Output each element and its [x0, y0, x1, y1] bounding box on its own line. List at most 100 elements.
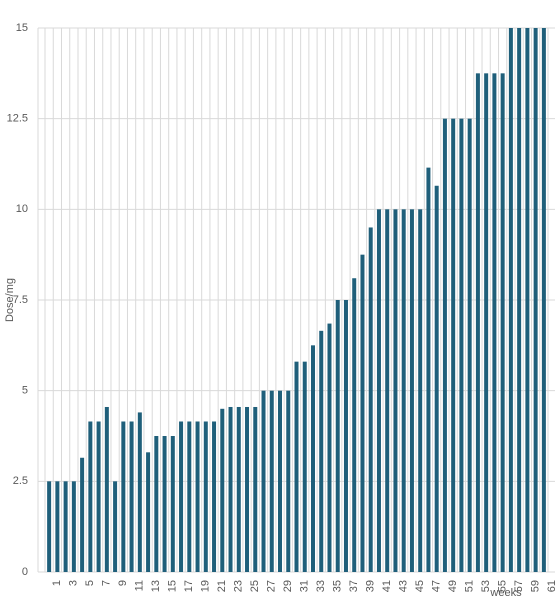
bar: [170, 436, 175, 572]
bar: [492, 73, 497, 572]
bar: [220, 408, 225, 572]
x-tick-label: 41: [381, 580, 393, 592]
bar: [475, 73, 480, 572]
bar: [327, 323, 332, 572]
bar: [525, 28, 530, 572]
bar: [310, 345, 315, 572]
bar: [203, 421, 208, 572]
bar: [71, 481, 76, 572]
bar: [47, 481, 52, 572]
bar: [113, 481, 118, 572]
y-tick-label: 2.5: [13, 475, 28, 487]
x-tick-label: 19: [199, 580, 211, 592]
bar: [442, 118, 447, 573]
x-tick-label: 61: [546, 580, 555, 592]
bar: [261, 390, 266, 572]
bar: [418, 209, 423, 573]
bar: [104, 406, 109, 572]
bar: [195, 421, 200, 572]
bar: [137, 412, 142, 572]
bar: [459, 118, 464, 573]
bar: [451, 118, 456, 573]
bar: [508, 28, 513, 572]
x-tick-label: 45: [414, 580, 426, 592]
bar: [401, 209, 406, 573]
bar: [187, 421, 192, 572]
x-tick-label: 43: [397, 580, 409, 592]
x-tick-label: 1: [51, 580, 63, 586]
bar: [286, 390, 291, 572]
y-tick-label: 5: [22, 385, 28, 397]
y-tick-label: 10: [16, 203, 28, 215]
x-axis-label: weeks: [489, 587, 522, 599]
bar: [426, 167, 431, 573]
bar: [253, 406, 258, 572]
x-tick-label: 31: [298, 580, 310, 592]
x-tick-label: 5: [84, 580, 96, 586]
bar: [294, 361, 299, 572]
x-tick-label: 13: [150, 580, 162, 592]
x-tick-label: 23: [232, 580, 244, 592]
bar: [409, 209, 414, 573]
bar: [179, 421, 184, 572]
bar: [484, 73, 489, 572]
bar: [80, 457, 85, 572]
x-tick-label: 7: [101, 580, 113, 586]
bar: [154, 436, 159, 572]
bar: [96, 421, 101, 572]
y-tick-label: 7.5: [13, 294, 28, 306]
bar: [245, 406, 250, 572]
x-tick-label: 33: [315, 580, 327, 592]
x-tick-label: 29: [282, 580, 294, 592]
bar: [146, 452, 151, 572]
y-tick-label: 0: [22, 566, 28, 578]
bar: [121, 421, 126, 572]
bar: [343, 300, 348, 572]
x-tick-label: 57: [513, 580, 525, 592]
bar: [228, 406, 233, 572]
x-tick-label: 27: [265, 580, 277, 592]
x-tick-label: 21: [216, 580, 228, 592]
bar: [335, 300, 340, 572]
x-tick-label: 9: [117, 580, 129, 586]
x-tick-label: 37: [348, 580, 360, 592]
bar: [88, 421, 93, 572]
x-tick-label: 53: [480, 580, 492, 592]
bar: [302, 361, 307, 572]
bar: [278, 390, 283, 572]
y-tick-label: 15: [16, 22, 28, 34]
x-tick-label: 25: [249, 580, 261, 592]
y-axis-label: Dose/mg: [4, 278, 16, 322]
x-tick-label: 55: [496, 580, 508, 592]
bar: [212, 421, 217, 572]
bar: [162, 436, 167, 572]
bar: [393, 209, 398, 573]
x-tick-label: 49: [447, 580, 459, 592]
bar: [319, 330, 324, 572]
bar: [533, 28, 538, 572]
bar: [368, 227, 373, 572]
x-tick-label: 51: [463, 580, 475, 592]
bar: [517, 28, 522, 572]
bar: [360, 254, 365, 572]
bar: [269, 390, 274, 572]
x-tick-label: 39: [364, 580, 376, 592]
x-tick-label: 35: [331, 580, 343, 592]
bar: [500, 73, 505, 572]
bar: [376, 209, 381, 573]
x-tick-label: 59: [529, 580, 541, 592]
bar: [434, 185, 439, 572]
x-tick-label: 3: [68, 580, 80, 586]
x-tick-label: 17: [183, 580, 195, 592]
bar: [467, 118, 472, 573]
x-tick-label: 11: [133, 580, 145, 591]
bar: [236, 406, 241, 572]
bar: [541, 28, 546, 572]
bar: [385, 209, 390, 573]
bar: [352, 278, 357, 572]
y-tick-label: 12.5: [7, 113, 28, 125]
bar: [55, 481, 60, 572]
x-tick-label: 15: [166, 580, 178, 592]
bar: [63, 481, 68, 572]
